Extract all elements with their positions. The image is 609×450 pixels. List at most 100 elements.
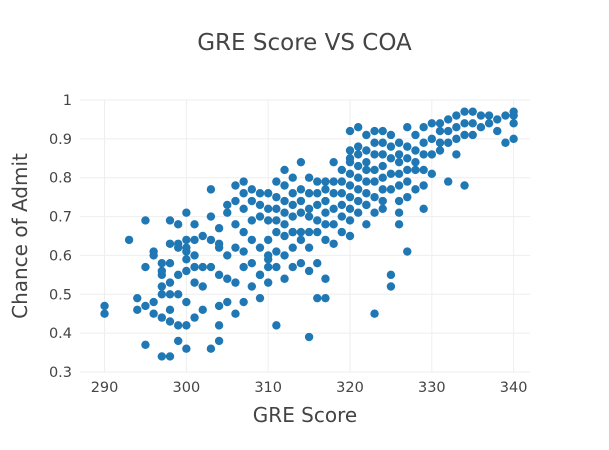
data-point[interactable] <box>165 278 175 287</box>
data-point[interactable] <box>165 317 175 326</box>
data-point[interactable] <box>124 235 134 245</box>
data-point[interactable] <box>427 169 437 179</box>
data-point[interactable] <box>280 251 289 260</box>
data-point[interactable] <box>403 192 412 202</box>
data-point[interactable] <box>182 235 191 245</box>
data-point[interactable] <box>214 321 224 330</box>
data-point[interactable] <box>345 157 355 167</box>
data-point[interactable] <box>345 181 355 190</box>
data-point[interactable] <box>296 227 306 237</box>
data-point[interactable] <box>362 146 371 155</box>
data-point[interactable] <box>345 204 355 213</box>
data-point[interactable] <box>263 216 273 225</box>
data-point[interactable] <box>313 227 322 237</box>
data-point[interactable] <box>452 123 461 132</box>
data-point[interactable] <box>370 165 379 175</box>
data-point[interactable] <box>247 196 257 206</box>
data-point[interactable] <box>329 157 338 167</box>
data-point[interactable] <box>231 243 240 252</box>
data-point[interactable] <box>206 344 216 353</box>
data-point[interactable] <box>280 220 289 229</box>
data-point[interactable] <box>223 297 232 307</box>
data-point[interactable] <box>190 251 199 260</box>
data-point[interactable] <box>353 161 363 171</box>
data-point[interactable] <box>182 255 191 264</box>
data-point[interactable] <box>443 138 453 147</box>
data-point[interactable] <box>239 227 248 237</box>
data-point[interactable] <box>403 142 412 151</box>
data-point[interactable] <box>239 204 248 213</box>
data-point[interactable] <box>378 138 387 147</box>
data-point[interactable] <box>296 208 306 217</box>
data-point[interactable] <box>394 150 404 159</box>
data-point[interactable] <box>100 301 109 311</box>
data-point[interactable] <box>173 239 183 248</box>
data-point[interactable] <box>443 177 453 186</box>
data-point[interactable] <box>141 340 150 349</box>
data-point[interactable] <box>460 119 469 128</box>
data-point[interactable] <box>378 161 387 171</box>
data-point[interactable] <box>509 111 518 120</box>
data-point[interactable] <box>272 192 281 202</box>
data-point[interactable] <box>411 185 420 194</box>
data-point[interactable] <box>198 231 207 241</box>
data-point[interactable] <box>247 259 257 268</box>
data-point[interactable] <box>190 278 199 287</box>
data-point[interactable] <box>394 220 404 229</box>
data-point[interactable] <box>378 126 387 136</box>
data-point[interactable] <box>353 150 363 159</box>
data-point[interactable] <box>263 235 273 245</box>
data-point[interactable] <box>460 130 469 140</box>
data-point[interactable] <box>345 216 355 225</box>
data-point[interactable] <box>353 173 363 182</box>
data-point[interactable] <box>214 224 224 233</box>
data-point[interactable] <box>288 243 297 252</box>
data-point[interactable] <box>141 262 150 272</box>
data-point[interactable] <box>149 309 158 318</box>
data-point[interactable] <box>386 169 396 179</box>
data-point[interactable] <box>419 181 428 190</box>
data-point[interactable] <box>141 301 150 311</box>
data-point[interactable] <box>378 150 387 159</box>
data-point[interactable] <box>509 119 518 128</box>
data-point[interactable] <box>370 309 379 318</box>
data-point[interactable] <box>345 169 355 179</box>
data-point[interactable] <box>288 200 297 210</box>
data-point[interactable] <box>329 189 338 198</box>
data-point[interactable] <box>468 130 477 140</box>
data-point[interactable] <box>206 262 216 272</box>
data-point[interactable] <box>272 262 281 272</box>
data-point[interactable] <box>255 243 265 252</box>
data-point[interactable] <box>231 181 240 190</box>
data-point[interactable] <box>321 274 330 283</box>
data-point[interactable] <box>419 165 428 175</box>
data-point[interactable] <box>313 177 322 186</box>
data-point[interactable] <box>272 227 281 237</box>
data-point[interactable] <box>214 301 224 311</box>
data-point[interactable] <box>190 313 199 322</box>
data-point[interactable] <box>182 266 191 276</box>
data-point[interactable] <box>411 165 420 175</box>
data-point[interactable] <box>247 235 257 245</box>
data-point[interactable] <box>239 177 248 186</box>
data-point[interactable] <box>501 138 510 147</box>
data-point[interactable] <box>239 297 248 307</box>
data-point[interactable] <box>165 216 175 225</box>
data-point[interactable] <box>296 157 306 167</box>
data-point[interactable] <box>182 297 191 307</box>
data-point[interactable] <box>182 247 191 256</box>
data-point[interactable] <box>157 352 167 361</box>
data-point[interactable] <box>198 282 207 291</box>
data-point[interactable] <box>165 305 175 315</box>
data-point[interactable] <box>304 212 314 221</box>
data-point[interactable] <box>313 216 322 225</box>
data-point[interactable] <box>452 150 461 159</box>
data-point[interactable] <box>435 138 445 147</box>
data-point[interactable] <box>313 200 322 210</box>
data-point[interactable] <box>476 123 486 132</box>
data-point[interactable] <box>272 321 281 330</box>
data-point[interactable] <box>231 278 240 287</box>
data-point[interactable] <box>411 130 420 140</box>
data-point[interactable] <box>419 138 428 147</box>
data-point[interactable] <box>329 220 338 229</box>
